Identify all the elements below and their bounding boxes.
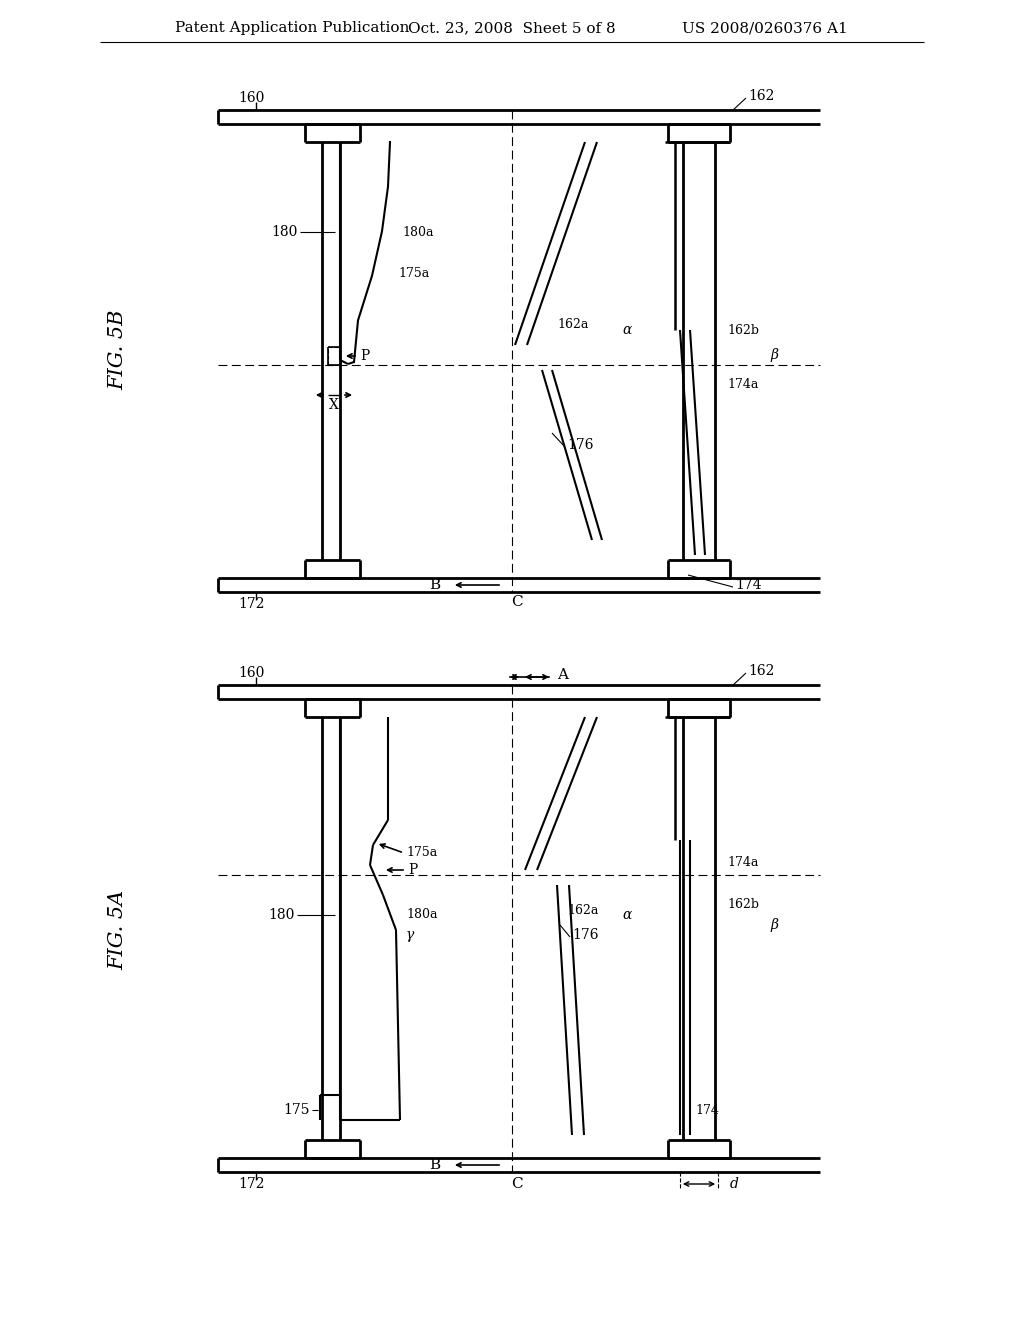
Text: 176: 176 xyxy=(567,438,594,451)
Text: γ: γ xyxy=(406,928,415,942)
Text: 162: 162 xyxy=(748,88,774,103)
Text: 175a: 175a xyxy=(406,846,437,859)
Text: P: P xyxy=(408,863,417,876)
Text: 172: 172 xyxy=(238,1177,264,1191)
Text: FIG. 5B: FIG. 5B xyxy=(109,310,128,391)
Text: FIG. 5A: FIG. 5A xyxy=(109,890,128,970)
Text: 162b: 162b xyxy=(727,899,759,912)
Text: 180: 180 xyxy=(271,226,298,239)
Text: 174a: 174a xyxy=(727,857,759,870)
Text: C: C xyxy=(511,1177,523,1191)
Text: 162: 162 xyxy=(748,664,774,678)
Text: 174: 174 xyxy=(735,578,762,591)
Text: 162a: 162a xyxy=(557,318,589,331)
Text: α: α xyxy=(622,908,632,921)
Text: 180: 180 xyxy=(268,908,295,921)
Text: P: P xyxy=(360,348,370,363)
Text: B: B xyxy=(429,1158,440,1172)
Text: Patent Application Publication: Patent Application Publication xyxy=(175,21,410,36)
Text: 160: 160 xyxy=(238,91,264,106)
Text: 162b: 162b xyxy=(727,323,759,337)
Text: 180a: 180a xyxy=(406,908,437,921)
Text: B: B xyxy=(429,578,440,591)
Text: 176: 176 xyxy=(572,928,598,942)
Text: β: β xyxy=(770,917,778,932)
Text: 180a: 180a xyxy=(402,226,433,239)
Text: d: d xyxy=(730,1177,739,1191)
Text: 172: 172 xyxy=(238,597,264,611)
Text: US 2008/0260376 A1: US 2008/0260376 A1 xyxy=(682,21,848,36)
Text: Oct. 23, 2008  Sheet 5 of 8: Oct. 23, 2008 Sheet 5 of 8 xyxy=(409,21,615,36)
Text: α: α xyxy=(622,323,632,337)
Text: β: β xyxy=(770,348,778,362)
Text: 175a: 175a xyxy=(398,267,429,280)
Text: 174a: 174a xyxy=(727,379,759,392)
Text: C: C xyxy=(511,595,523,609)
Text: X: X xyxy=(329,399,339,412)
Text: 160: 160 xyxy=(238,667,264,680)
Text: 175: 175 xyxy=(284,1104,310,1117)
Text: A: A xyxy=(557,668,568,682)
Text: 162a: 162a xyxy=(567,903,598,916)
Text: 174: 174 xyxy=(695,1104,719,1117)
